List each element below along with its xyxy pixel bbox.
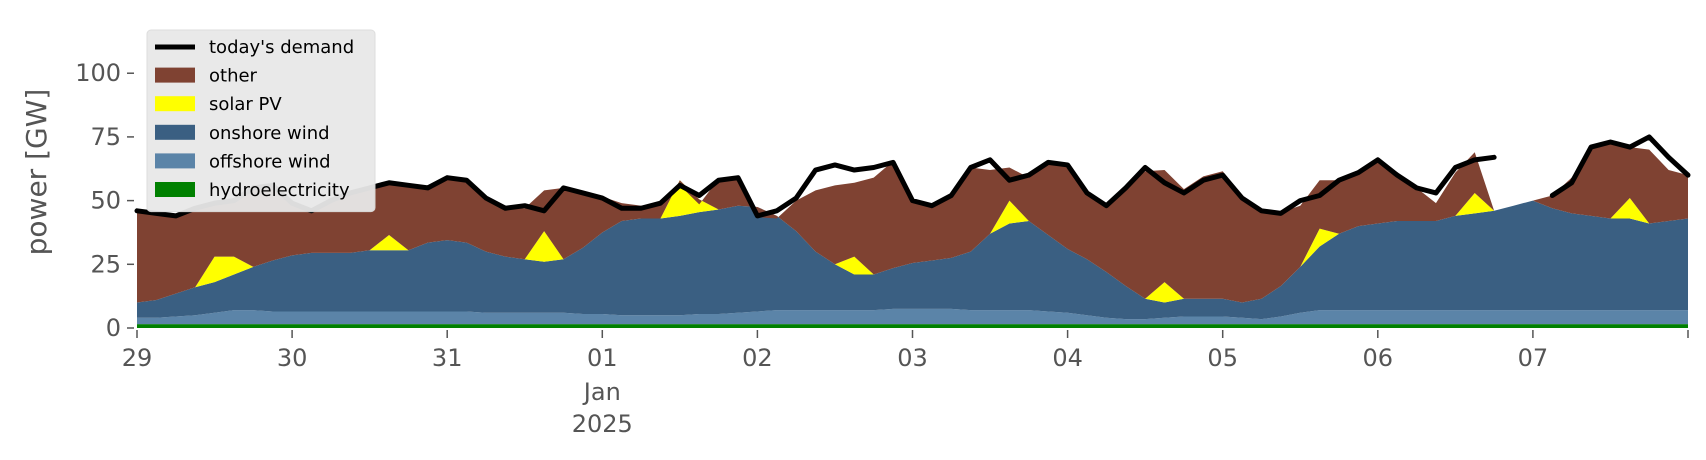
legend-box: [146, 29, 376, 213]
area-onshore-wind: [137, 200, 1688, 320]
legend: today's demand other solar PV onshore wind o…: [146, 29, 376, 213]
y-tick-label: 75: [90, 123, 121, 151]
y-axis-label: power [GW]: [20, 89, 53, 256]
x-tick-label: 30: [277, 344, 308, 372]
legend-swatch-other: [155, 67, 195, 83]
y-tick-label: 25: [90, 250, 121, 278]
legend-swatch-offshore-wind: [155, 153, 195, 169]
y-tick-label: 50: [90, 187, 121, 215]
x-tick-label: 07: [1518, 344, 1549, 372]
legend-label-other: other: [209, 66, 258, 87]
x-tick-label: 02: [742, 344, 773, 372]
stacked-areas: [137, 142, 1688, 328]
axes: 0 25 50 75 100 29 30 31 01 Jan 2025 02 03 04 05 06 07: [75, 59, 1689, 438]
x-tick-label: 31: [432, 344, 463, 372]
y-tick-label: 0: [106, 314, 121, 342]
x-tick-year: 2025: [572, 410, 633, 438]
legend-swatch-hydroelectricity: [155, 182, 195, 197]
legend-label-solar-pv: solar PV: [209, 94, 282, 115]
x-tick-label: 04: [1052, 344, 1083, 372]
x-tick-label: 01: [587, 344, 618, 372]
legend-label-offshore-wind: offshore wind: [209, 151, 331, 172]
x-tick-label: 29: [122, 344, 153, 372]
y-tick-label: 100: [75, 59, 121, 87]
area-other: [137, 142, 1688, 303]
legend-label-today-s-demand: today's demand: [209, 37, 354, 58]
legend-label-hydroelectricity: hydroelectricity: [209, 180, 350, 201]
x-tick-label: 03: [897, 344, 928, 372]
x-tick-label: 05: [1207, 344, 1238, 372]
legend-label-onshore-wind: onshore wind: [209, 123, 330, 144]
legend-swatch-solar-pv: [155, 96, 195, 112]
x-tick-month: Jan: [582, 378, 621, 406]
area-hydroelectricity: [137, 324, 1688, 328]
x-tick-label: 06: [1363, 344, 1394, 372]
legend-swatch-onshore-wind: [155, 124, 195, 140]
